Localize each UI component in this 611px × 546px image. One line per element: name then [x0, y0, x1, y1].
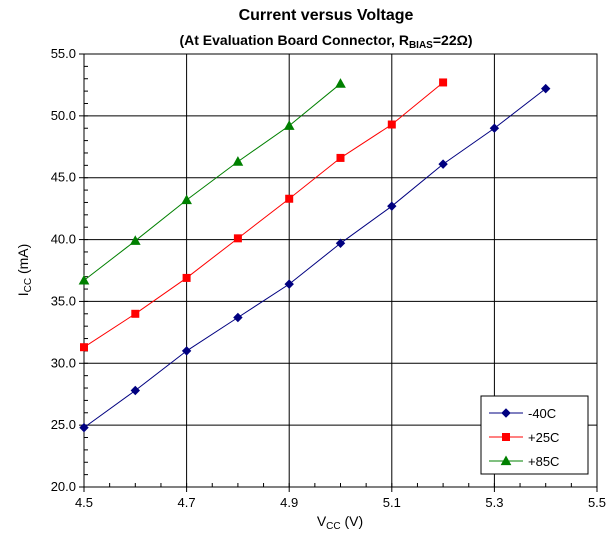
y-tick-label: 30.0 — [51, 355, 76, 370]
legend-item: +85C — [489, 454, 559, 469]
y-tick-label: 20.0 — [51, 479, 76, 494]
series-2 — [78, 78, 346, 285]
x-tick-label: 4.9 — [280, 495, 298, 510]
data-point — [387, 120, 396, 129]
legend: -40C +25C +85C — [480, 395, 589, 475]
legend-label: +25C — [528, 430, 559, 445]
y-tick-label: 50.0 — [51, 108, 76, 123]
data-point — [233, 312, 243, 323]
legend-label: -40C — [528, 406, 556, 421]
data-point — [130, 385, 141, 396]
data-point — [79, 422, 89, 433]
legend-item: -40C — [489, 406, 556, 421]
data-point — [131, 309, 140, 318]
chart-subtitle: (At Evaluation Board Connector, RBIAS=22… — [179, 32, 472, 51]
series-line — [83, 83, 341, 281]
data-point — [283, 120, 295, 130]
data-point — [387, 201, 397, 211]
y-tick-label: 25.0 — [51, 417, 76, 432]
data-point — [181, 346, 192, 356]
y-tick-label: 35.0 — [51, 293, 76, 308]
data-point — [233, 234, 242, 243]
data-point — [129, 235, 141, 245]
data-point — [78, 274, 90, 285]
chart-title: Current versus Voltage — [239, 7, 414, 24]
data-point — [284, 279, 294, 289]
minor-ticks — [83, 53, 598, 488]
legend-marker — [500, 455, 512, 466]
series-0 — [79, 83, 551, 433]
data-point — [80, 343, 88, 352]
legend-item: +25C — [489, 430, 559, 445]
data-point — [439, 78, 448, 87]
y-tick-label: 40.0 — [51, 232, 76, 247]
legend-marker — [501, 408, 511, 418]
x-tick-label: 5.1 — [383, 495, 401, 510]
series-layer — [78, 78, 551, 433]
y-axis-label: ICC (mA) — [15, 244, 34, 297]
data-point — [335, 238, 346, 248]
plot-border — [83, 53, 598, 488]
x-tick-label: 4.7 — [178, 495, 196, 510]
series-line — [83, 88, 547, 429]
data-point — [540, 83, 551, 94]
legend-items: -40C +25C +85C — [489, 406, 559, 469]
x-tick-label: 4.5 — [75, 495, 93, 510]
x-axis-label: VCC (V) — [317, 513, 363, 532]
y-tick-label: 55.0 — [51, 46, 76, 61]
data-point — [182, 273, 191, 282]
data-point — [232, 156, 244, 166]
data-point — [489, 123, 500, 133]
x-tick-label: 5.5 — [588, 495, 606, 510]
series-line — [83, 82, 444, 348]
data-point — [336, 153, 345, 162]
data-point — [285, 194, 294, 203]
y-tick-label: 45.0 — [51, 170, 76, 185]
series-1 — [80, 78, 448, 352]
data-point — [335, 78, 346, 88]
y-tick-labels: 20.0 25.0 30.0 35.0 40.0 45.0 50.0 55.0 — [51, 46, 76, 494]
x-tick-labels: 4.5 4.7 4.9 5.1 5.3 5.5 — [75, 495, 606, 510]
data-point — [181, 194, 192, 205]
data-point — [438, 159, 448, 169]
legend-marker — [502, 433, 510, 441]
legend-label: +85C — [528, 454, 559, 469]
x-tick-label: 5.3 — [485, 495, 503, 510]
